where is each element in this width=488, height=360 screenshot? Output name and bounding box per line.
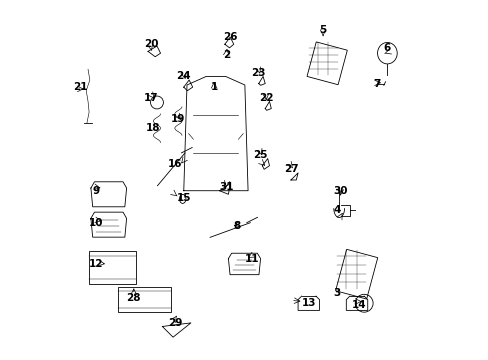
Text: 27: 27	[283, 164, 298, 174]
Text: 16: 16	[167, 159, 182, 169]
Text: 13: 13	[301, 298, 315, 308]
Text: 12: 12	[89, 259, 103, 269]
Text: 20: 20	[143, 39, 158, 49]
Bar	[118, 287, 171, 312]
Text: 21: 21	[73, 82, 87, 92]
Text: 7: 7	[372, 78, 380, 89]
Text: 19: 19	[171, 114, 185, 124]
Text: 31: 31	[219, 182, 233, 192]
Text: 9: 9	[93, 186, 100, 196]
Text: 1: 1	[210, 82, 217, 92]
Text: 29: 29	[167, 318, 182, 328]
Text: 6: 6	[383, 43, 390, 53]
Text: 10: 10	[89, 218, 103, 228]
Bar	[306, 42, 346, 85]
Text: 25: 25	[253, 150, 267, 160]
Text: 24: 24	[176, 71, 191, 81]
Bar	[335, 249, 377, 299]
Text: 4: 4	[333, 205, 340, 215]
Text: 14: 14	[351, 300, 366, 310]
Text: 2: 2	[223, 50, 230, 60]
Text: 23: 23	[251, 68, 265, 78]
Text: 22: 22	[258, 93, 273, 103]
Text: 15: 15	[176, 193, 191, 203]
Text: 28: 28	[126, 293, 141, 303]
Text: 3: 3	[333, 288, 340, 297]
Text: 5: 5	[319, 25, 326, 35]
Text: 18: 18	[146, 123, 161, 133]
Text: 26: 26	[223, 32, 237, 42]
Bar	[89, 251, 135, 284]
Text: 8: 8	[233, 221, 241, 231]
Text: 11: 11	[244, 253, 258, 264]
Text: 17: 17	[144, 93, 159, 103]
Text: 30: 30	[333, 186, 347, 196]
